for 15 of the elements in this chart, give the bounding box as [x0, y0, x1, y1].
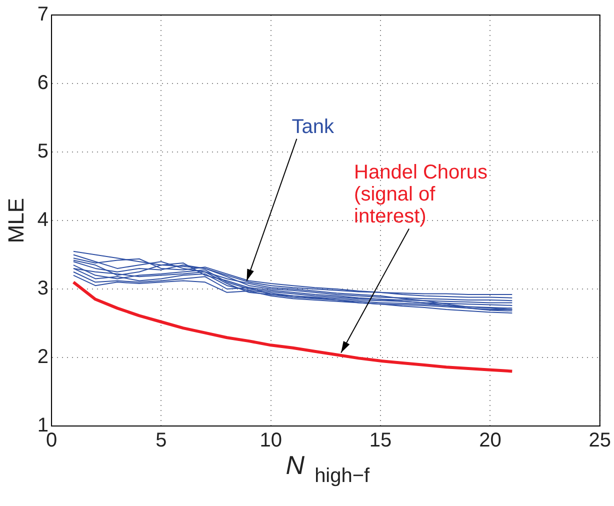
y-tick-label: 6 [37, 72, 49, 94]
x-tick-label: 20 [479, 430, 502, 452]
x-tick-label: 25 [588, 430, 611, 452]
y-tick-label: 5 [37, 140, 49, 163]
y-tick-label: 7 [37, 4, 49, 26]
annotation: Tank [292, 116, 335, 138]
y-axis-title: MLE [3, 198, 28, 244]
x-tick-label: 10 [260, 430, 282, 452]
x-tick-label: 15 [369, 430, 392, 452]
y-tick-label: 4 [37, 209, 49, 232]
y-tick-label: 2 [37, 346, 49, 368]
x-tick-label: 5 [156, 430, 167, 452]
annotation: Handel Chorus (signal of interest) [354, 162, 488, 228]
x-tick-label: 0 [46, 430, 58, 452]
y-tick-label: 3 [37, 278, 49, 300]
